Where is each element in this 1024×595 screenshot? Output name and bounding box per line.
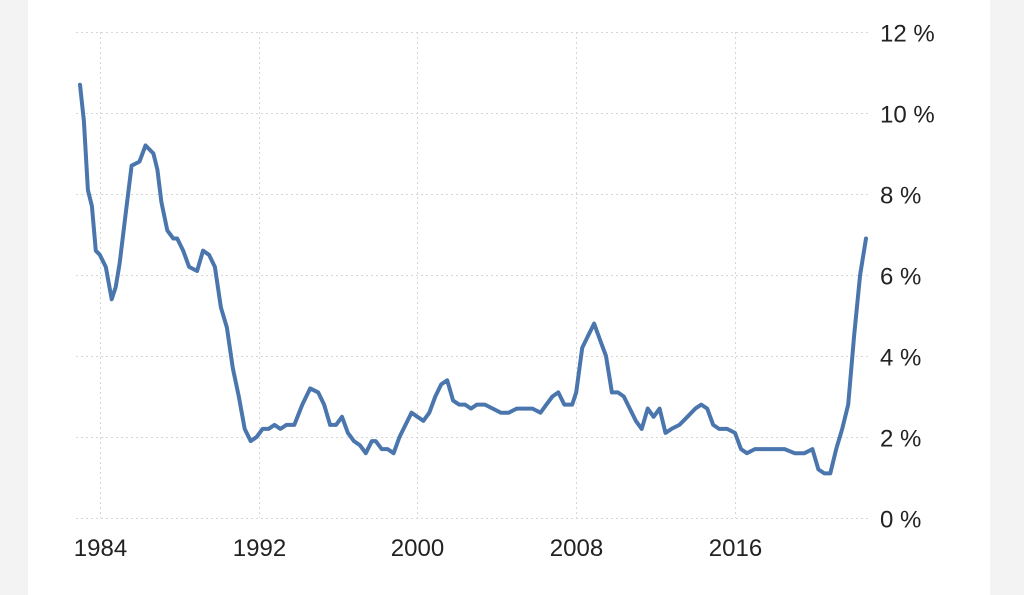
x-tick-label: 1992	[233, 535, 286, 562]
y-tick-label: 12 %	[880, 21, 935, 48]
chart-panel	[28, 0, 990, 595]
series-group	[78, 82, 868, 476]
y-tick-label: 6 %	[880, 264, 921, 291]
x-axis-tick-labels: 1984 1992 2000 2008 2016	[74, 535, 762, 562]
x-tick-label: 1984	[74, 535, 127, 562]
y-gridlines	[76, 32, 868, 519]
y-axis-tick-labels: 0 % 2 % 4 % 6 % 8 % 10 % 12 %	[880, 21, 935, 534]
y-tick-label: 4 %	[880, 345, 921, 372]
x-tick-label: 2008	[550, 535, 603, 562]
series-line	[78, 82, 868, 476]
x-tick-label: 2016	[709, 535, 762, 562]
y-tick-label: 0 %	[880, 507, 921, 534]
y-tick-label: 8 %	[880, 183, 921, 210]
y-tick-label: 2 %	[880, 426, 921, 453]
x-tick-label: 2000	[391, 535, 444, 562]
y-tick-label: 10 %	[880, 102, 935, 129]
